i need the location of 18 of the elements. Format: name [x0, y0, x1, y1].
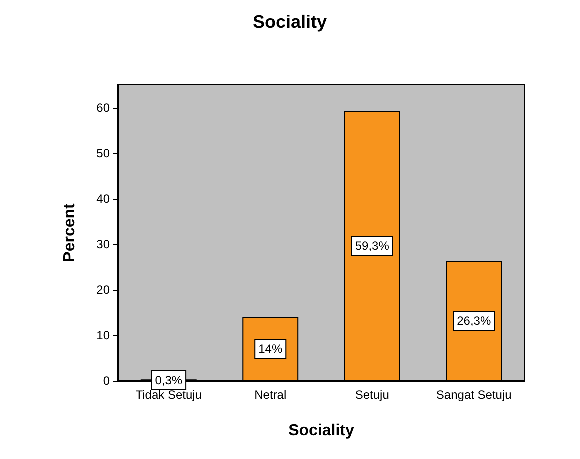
y-tick-label: 0 [103, 374, 110, 388]
data-label: 26,3% [457, 314, 492, 328]
data-label: 59,3% [355, 238, 390, 253]
y-tick-label: 10 [96, 328, 110, 342]
x-axis-title: Sociality [252, 12, 328, 32]
x-tick-label: Sangat Setuju [436, 388, 512, 402]
y-tick-label: 20 [96, 282, 110, 297]
x-tick-label: Netral [254, 388, 287, 402]
y-axis-title: Percent [62, 202, 78, 262]
x-tick-label: Tidak Setuju [136, 388, 202, 402]
y-tick-label: 50 [96, 146, 110, 160]
y-tick-label: 40 [96, 192, 110, 206]
y-tick-label: 60 [96, 100, 110, 115]
data-label: 14% [258, 342, 283, 356]
y-tick-label: 30 [96, 237, 110, 252]
text: Sociality [288, 422, 354, 440]
x-tick-label: Setuju [355, 388, 390, 402]
data-label: 0,3% [155, 373, 183, 388]
